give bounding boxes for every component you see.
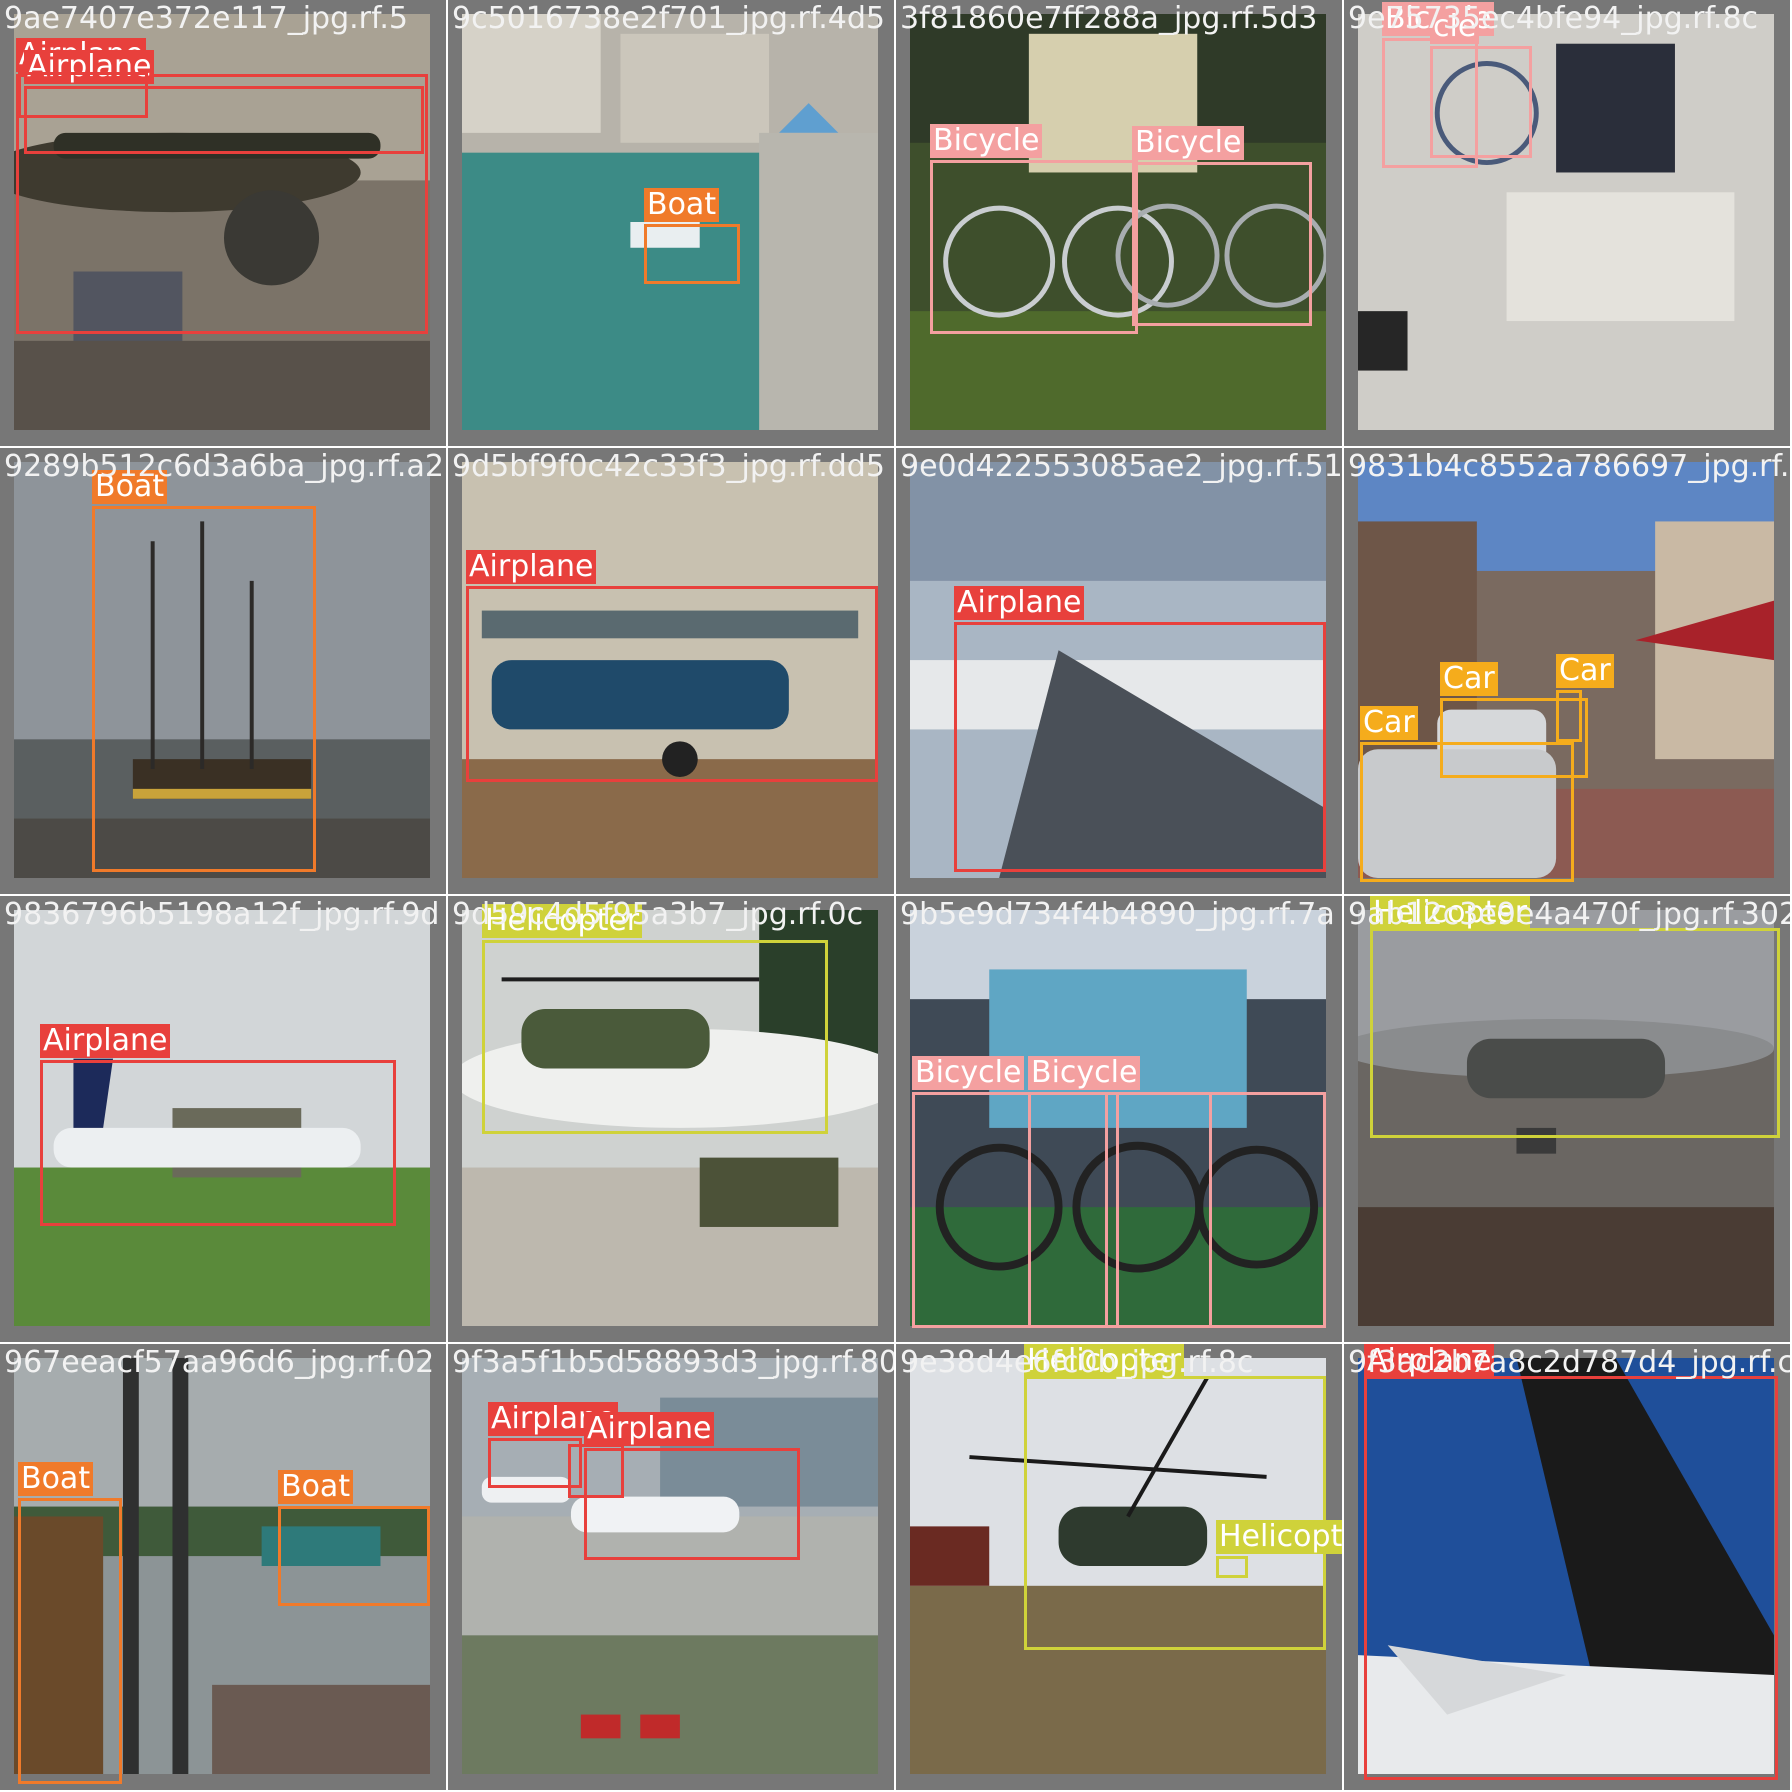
- tile-photo: [462, 14, 878, 430]
- bbox-label: Airplane: [954, 586, 1085, 620]
- bbox-airplane: [1364, 1376, 1778, 1780]
- mosaic-tile: Boat 9289b512c6d3a6ba_jpg.rf.a2: [0, 448, 446, 894]
- mosaic-tile: HelicopterHelicopter9e38d4e6fc0b_jpg.rf.…: [896, 1344, 1342, 1790]
- bbox-label: Airplane: [584, 1412, 715, 1446]
- mosaic-tile: Airplane Airplane 9f3a5f1b5d58893d3_jpg.rf…: [448, 1344, 894, 1790]
- mosaic-tile: Helicopter 9ab12c3e9e4a470f_jpg.rf.302: [1344, 896, 1790, 1342]
- tile-filename: 9f3a5f1b5d58893d3_jpg.rf.80: [452, 1345, 894, 1380]
- mosaic-tile: Bicycle Bicycle 3f81860e7ff288a_jpg.rf.5d3: [896, 0, 1342, 446]
- mosaic-tile: Airplane 9f3ac2b7a8c2d787d4_jpg.rf.c0: [1344, 1344, 1790, 1790]
- bbox-boat: [644, 224, 740, 284]
- mosaic-tile: Bicycle Bicycle 9b5e9d734f4b4890_jpg.rf.7a: [896, 896, 1342, 1342]
- mosaic-tile: Airplane 9d5bf9f0c42c33f3_jpg.rf.dd5: [448, 448, 894, 894]
- bbox-label: Car: [1440, 662, 1498, 696]
- bbox-airplane: [18, 72, 148, 118]
- tile-filename: 9831b4c8552a786697_jpg.rf.bb: [1348, 449, 1790, 484]
- mosaic-tile: AirplaneAirplane9ae7407e372e117_jpg.rf.5: [0, 0, 446, 446]
- bbox-label: Airplane: [24, 50, 155, 84]
- mosaic-tile: Airplane 9836796b5198a12f_jpg.rf.9d: [0, 896, 446, 1342]
- bbox-car: [1556, 690, 1582, 742]
- tile-photo: [1358, 14, 1774, 430]
- tile-photo: [14, 462, 430, 878]
- mosaic-tile: Boat 9c5016738e2f701_jpg.rf.4d5: [448, 0, 894, 446]
- bbox-airplane: [568, 1444, 624, 1498]
- mosaic-tile: Helicopter 9d59c4d5f95a3b7_jpg.rf.0c: [448, 896, 894, 1342]
- tile-photo: [14, 14, 430, 430]
- bbox-airplane: [40, 1060, 396, 1226]
- tile-filename: 967eeacf57aa96d6_jpg.rf.02: [4, 1345, 435, 1380]
- bbox-helicopter: [1024, 1376, 1326, 1650]
- tile-filename: 9e38d4e6fc0b_jpg.rf.8c: [900, 1345, 1254, 1380]
- mosaic-tile: Boat Boat 967eeacf57aa96d6_jpg.rf.02: [0, 1344, 446, 1790]
- mosaic-tile: Bicyclecle9e75735ec4bfe94_jpg.rf.8c: [1344, 0, 1790, 446]
- bbox-label: Bicycle: [930, 124, 1043, 158]
- bbox-airplane: [466, 586, 878, 782]
- bbox-bicycle: [1028, 1092, 1108, 1328]
- tile-photo: [910, 462, 1326, 878]
- bbox-helicopter: [1216, 1556, 1248, 1578]
- tile-filename: 3f81860e7ff288a_jpg.rf.5d3: [900, 1, 1318, 36]
- bbox-airplane: [584, 1448, 800, 1560]
- tile-filename: 9289b512c6d3a6ba_jpg.rf.a2: [4, 449, 444, 484]
- tile-filename: 9e75735ec4bfe94_jpg.rf.8c: [1348, 1, 1759, 36]
- bbox-label: Bicycle: [912, 1056, 1025, 1090]
- tile-filename: 9e0d422553085ae2_jpg.rf.51: [900, 449, 1342, 484]
- tile-photo: [462, 1358, 878, 1774]
- bbox-label: Helicopter: [1370, 896, 1531, 930]
- tile-photo: [462, 910, 878, 1326]
- bbox-bicycle: [1116, 1092, 1212, 1328]
- tile-photo: [1358, 910, 1774, 1326]
- tile-photo: [14, 1358, 430, 1774]
- tile-filename: 9ae7407e372e117_jpg.rf.5: [4, 1, 409, 36]
- tile-photo: [910, 1358, 1326, 1774]
- bbox-boat: [92, 506, 316, 872]
- bbox-label: Boat: [644, 188, 720, 222]
- bbox-label: Airplane: [466, 550, 597, 584]
- bbox-label: Helicopter: [482, 904, 643, 938]
- tile-photo: [910, 14, 1326, 430]
- bbox-label: Boat: [278, 1470, 354, 1504]
- bbox-label: cle: [1430, 10, 1480, 44]
- bbox-label: Helicopter: [1024, 1344, 1185, 1378]
- tile-filename: 9d5bf9f0c42c33f3_jpg.rf.dd5: [452, 449, 885, 484]
- bbox-label: Car: [1360, 706, 1418, 740]
- tile-filename: 9f3ac2b7a8c2d787d4_jpg.rf.c0: [1348, 1345, 1790, 1380]
- bbox-label: Helicopter: [1216, 1520, 1342, 1554]
- tile-filename: 9b5e9d734f4b4890_jpg.rf.7a: [900, 897, 1335, 932]
- bbox-boat: [278, 1506, 430, 1606]
- tile-filename: 9c5016738e2f701_jpg.rf.4d5: [452, 1, 885, 36]
- bbox-label: Boat: [18, 1462, 94, 1496]
- bbox-airplane: [488, 1438, 582, 1488]
- bbox-label: Airplane: [1364, 1344, 1495, 1378]
- bbox-label: Bicycle: [1028, 1056, 1141, 1090]
- bbox-boat: [18, 1498, 122, 1784]
- tile-filename: 9836796b5198a12f_jpg.rf.9d: [4, 897, 440, 932]
- bbox-label: Bicycle: [1132, 126, 1245, 160]
- tile-photo: [14, 910, 430, 1326]
- bbox-car: [1360, 742, 1574, 882]
- bbox-label: Car: [1556, 654, 1614, 688]
- bbox-airplane: [16, 74, 428, 334]
- bbox-bicycle: [930, 160, 1138, 334]
- bbox-airplane: [24, 86, 424, 154]
- bbox-car: [1440, 698, 1588, 778]
- bbox-helicopter: [482, 940, 828, 1134]
- tile-photo: [1358, 1358, 1774, 1774]
- tile-photo: [462, 462, 878, 878]
- tile-filename: 9ab12c3e9e4a470f_jpg.rf.302: [1348, 897, 1790, 932]
- bbox-helicopter: [1370, 928, 1780, 1138]
- mosaic-tile: Airplane 9e0d422553085ae2_jpg.rf.51: [896, 448, 1342, 894]
- bbox-bicycle: [1430, 46, 1532, 158]
- bbox-label: Airplane: [40, 1024, 171, 1058]
- tile-filename: 9d59c4d5f95a3b7_jpg.rf.0c: [452, 897, 864, 932]
- bbox-bicycle: [1132, 162, 1312, 326]
- bbox-airplane: [954, 622, 1326, 872]
- mosaic-tile: Car Car Car 9831b4c8552a786697_jpg.rf.bb: [1344, 448, 1790, 894]
- bbox-label: Boat: [92, 470, 168, 504]
- tile-photo: [1358, 462, 1774, 878]
